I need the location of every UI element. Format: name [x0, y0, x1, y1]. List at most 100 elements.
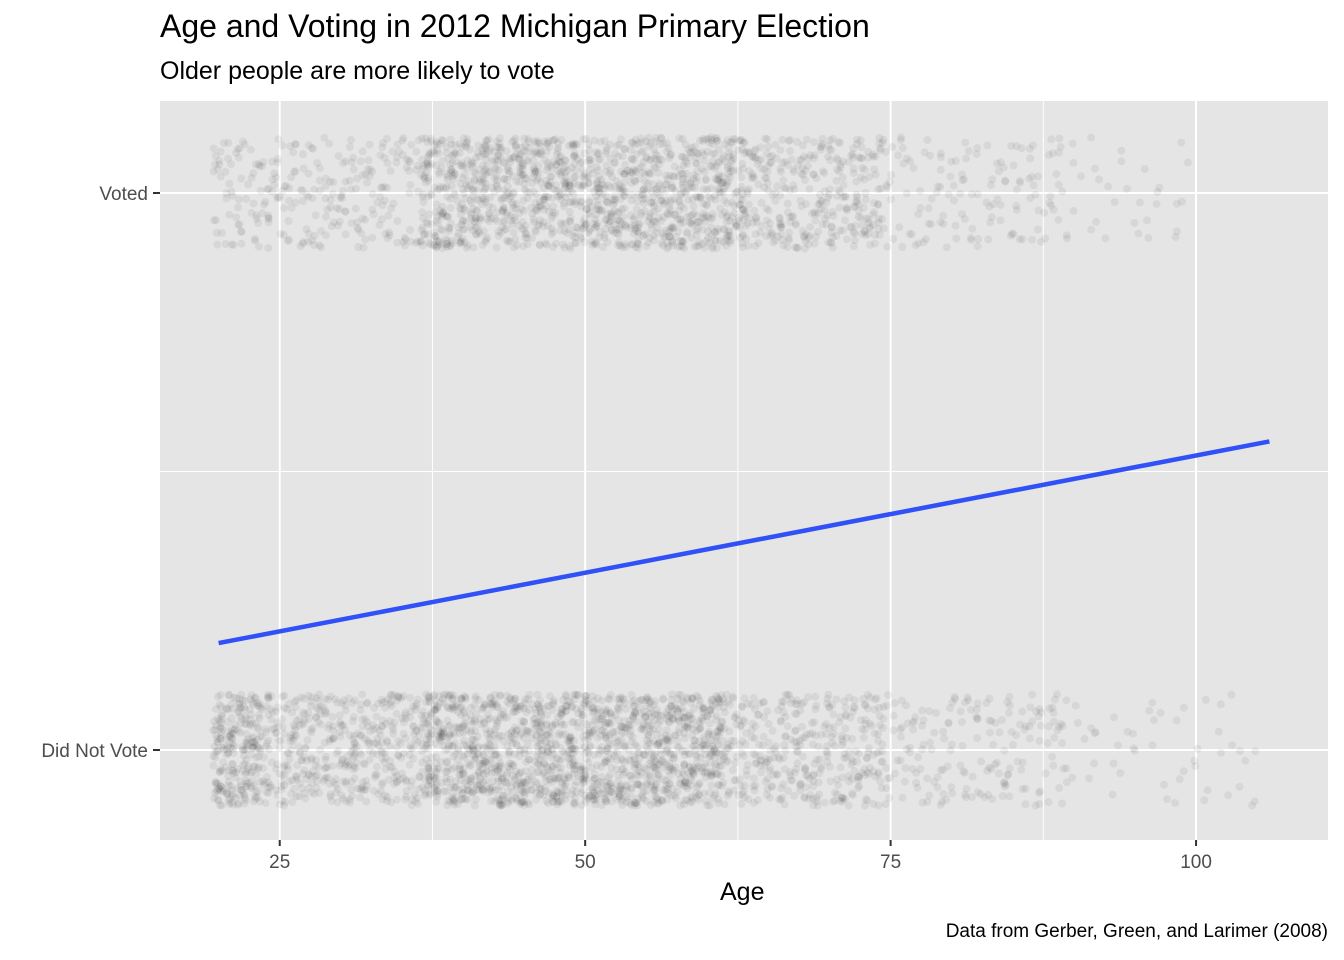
data-point	[914, 210, 923, 219]
data-point	[430, 765, 439, 773]
data-point	[750, 734, 759, 743]
data-point	[300, 753, 309, 762]
data-point	[768, 726, 777, 735]
data-point	[638, 168, 647, 177]
data-point	[302, 756, 311, 765]
data-point	[390, 779, 399, 788]
data-point	[848, 789, 857, 798]
data-point	[358, 214, 367, 223]
data-point	[456, 729, 464, 737]
data-point	[490, 148, 499, 156]
data-point	[771, 196, 780, 205]
data-point	[437, 779, 446, 787]
data-point	[486, 784, 495, 793]
data-point	[613, 704, 622, 713]
data-point	[1018, 785, 1027, 793]
data-point	[482, 768, 491, 777]
data-point	[294, 743, 303, 752]
data-point	[358, 722, 367, 731]
data-point	[488, 700, 497, 709]
data-point	[798, 752, 807, 761]
data-point	[876, 777, 885, 786]
data-point	[861, 801, 869, 810]
data-point	[507, 729, 515, 737]
data-point	[338, 699, 346, 708]
data-point	[295, 715, 303, 724]
data-point	[533, 690, 542, 699]
data-point	[458, 789, 467, 798]
data-point	[424, 692, 433, 701]
data-point	[543, 748, 552, 757]
data-point	[442, 758, 451, 767]
data-point	[444, 796, 453, 805]
data-point	[841, 216, 849, 225]
data-point	[600, 136, 609, 145]
data-point	[381, 765, 390, 774]
data-point	[216, 690, 225, 699]
data-point	[1048, 752, 1057, 761]
data-point	[1109, 713, 1118, 722]
data-point	[498, 799, 507, 808]
data-point	[991, 760, 1000, 769]
data-point	[570, 744, 579, 753]
data-point	[291, 140, 300, 149]
data-point	[394, 751, 403, 760]
data-point	[947, 783, 956, 792]
data-point	[237, 239, 246, 248]
data-point	[234, 707, 243, 716]
data-point	[324, 773, 333, 782]
data-point	[276, 230, 285, 238]
data-point	[239, 761, 248, 770]
data-point	[973, 242, 982, 251]
data-point	[1037, 721, 1046, 730]
data-point	[216, 734, 225, 743]
data-point	[300, 789, 309, 798]
data-point	[225, 732, 234, 741]
data-point	[497, 775, 506, 784]
data-point	[751, 214, 760, 223]
data-point	[443, 702, 452, 711]
data-point	[699, 733, 708, 742]
data-point	[498, 794, 507, 803]
data-point	[357, 229, 366, 238]
data-point	[300, 709, 309, 718]
data-point	[443, 734, 451, 742]
data-point	[764, 738, 773, 747]
data-point	[764, 206, 773, 215]
data-point	[481, 700, 490, 709]
data-point	[209, 167, 218, 176]
data-point	[614, 152, 623, 161]
data-point	[537, 723, 546, 732]
data-point	[760, 713, 769, 722]
data-point	[549, 798, 558, 807]
data-point	[258, 732, 267, 741]
data-point	[353, 729, 362, 738]
data-point	[982, 699, 991, 707]
data-point	[777, 230, 786, 238]
data-point	[433, 702, 442, 711]
data-point	[407, 801, 416, 810]
data-point	[796, 706, 805, 715]
data-point	[451, 777, 460, 786]
data-point	[580, 214, 589, 223]
data-point	[637, 211, 646, 220]
data-point	[249, 199, 258, 208]
data-point	[214, 796, 223, 805]
data-point	[1201, 695, 1210, 704]
data-point	[383, 183, 392, 192]
data-point	[304, 169, 313, 178]
data-point	[466, 728, 475, 737]
data-point	[800, 794, 809, 802]
data-point	[637, 148, 646, 157]
data-point	[1029, 181, 1038, 190]
data-point	[662, 180, 671, 189]
data-point	[927, 194, 936, 203]
data-point	[933, 773, 942, 782]
data-point	[397, 694, 406, 702]
data-point	[251, 740, 260, 749]
data-point	[486, 742, 495, 750]
data-point	[722, 233, 731, 242]
data-point	[476, 774, 485, 783]
data-point	[450, 703, 459, 712]
data-point	[439, 728, 448, 737]
